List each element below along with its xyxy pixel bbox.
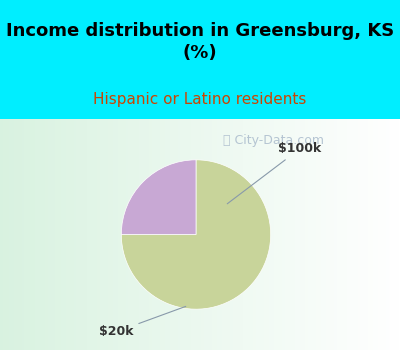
- Wedge shape: [121, 160, 196, 235]
- Text: $20k: $20k: [99, 306, 186, 338]
- Wedge shape: [121, 160, 271, 309]
- Text: $100k: $100k: [227, 142, 321, 204]
- Text: ⓘ City-Data.com: ⓘ City-Data.com: [223, 134, 324, 147]
- Text: Hispanic or Latino residents: Hispanic or Latino residents: [93, 91, 307, 106]
- Text: Income distribution in Greensburg, KS
(%): Income distribution in Greensburg, KS (%…: [6, 22, 394, 62]
